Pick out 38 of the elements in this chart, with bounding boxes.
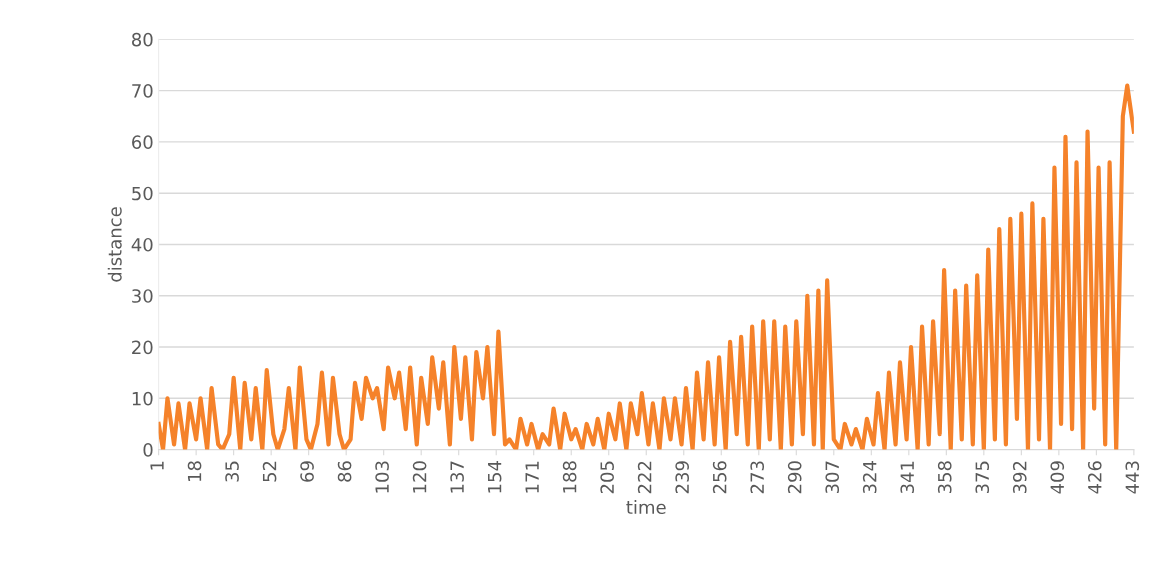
x-tick-label: 307 — [825, 461, 840, 494]
x-tick-label: 188 — [562, 461, 577, 493]
y-tick-label: 40 — [131, 237, 153, 252]
x-tick-label: 375 — [975, 461, 990, 494]
x-tick-label: 341 — [900, 461, 915, 494]
y-axis-title: distance — [107, 207, 122, 282]
x-tick-label: 103 — [375, 461, 389, 493]
x-tick-label: 256 — [712, 461, 727, 494]
x-tick-label: 69 — [300, 461, 314, 482]
y-tick-label: 10 — [132, 391, 153, 406]
y-tick-label: 70 — [132, 84, 153, 98]
y-tick-label: 60 — [132, 135, 153, 150]
x-tick-label: 35 — [225, 461, 239, 482]
x-tick-label: 409 — [1050, 461, 1065, 494]
x-tick-label: 137 — [450, 461, 464, 493]
y-tick-label: 20 — [132, 340, 153, 355]
x-tick-label: 171 — [525, 461, 539, 493]
x-tick-label: 239 — [675, 461, 689, 494]
y-tick-label: 0 — [143, 443, 153, 457]
x-tick-label: 273 — [750, 461, 765, 494]
x-tick-label: 86 — [337, 461, 352, 482]
x-tick-label: 222 — [637, 461, 652, 494]
x-tick-label: 154 — [488, 461, 502, 493]
x-tick-label: 443 — [1125, 461, 1140, 494]
x-tick-label: 324 — [862, 461, 877, 494]
x-tick-label: 1 — [150, 461, 164, 470]
x-tick-label: 205 — [600, 461, 614, 494]
x-axis-title: time — [626, 500, 666, 515]
x-tick-label: 392 — [1012, 461, 1027, 494]
x-tick-label: 120 — [412, 461, 427, 493]
x-tick-label: 290 — [787, 461, 802, 494]
y-tick-label: 50 — [132, 186, 153, 201]
y-tick-label: 30 — [132, 289, 153, 303]
x-tick-label: 52 — [262, 461, 277, 482]
x-tick-label: 358 — [937, 461, 952, 494]
y-tick-label: 80 — [132, 32, 153, 47]
x-tick-label: 426 — [1087, 461, 1102, 494]
x-tick-label: 18 — [187, 461, 202, 482]
